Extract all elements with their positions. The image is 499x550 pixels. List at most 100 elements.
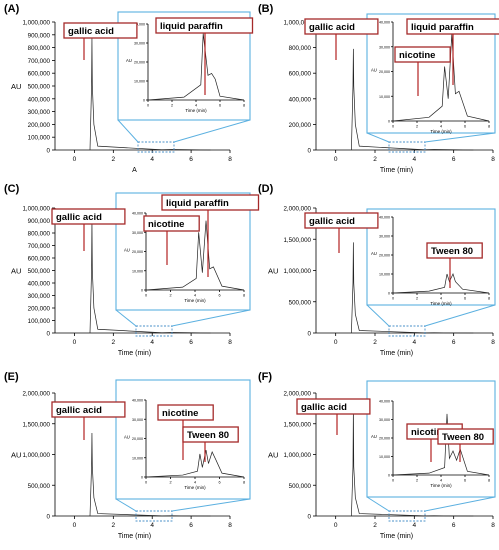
- panel-d-zoom-region: [388, 325, 426, 337]
- panel-b-y-tick-label: 400,000: [289, 96, 312, 103]
- panel-f-inset-y-axis-label: AU: [371, 434, 377, 439]
- panel-b-x-axis-label: Time (min): [380, 167, 413, 174]
- panel-c: (C) 0 100,000 200,000 300,000 400,000 500,000 6…: [4, 183, 251, 357]
- panel-e-inset-x-tick-label: 4: [194, 481, 196, 485]
- panel-e-trace: [89, 432, 211, 517]
- panel-d-x-tick-label: 4: [413, 339, 417, 346]
- panel-a-y-tick-label: 600,000: [28, 71, 51, 78]
- panel-e-x-tick-label: 8: [228, 522, 232, 529]
- panel-f-y-tick-label: 500,000: [289, 483, 312, 490]
- panel-c-inset-peak-label-liquid-paraffin: liquid paraffin: [166, 198, 229, 209]
- panel-c-inset-x-axis-label: Time (min): [184, 298, 206, 303]
- panel-d-y-tick-label: 500,000: [289, 299, 312, 306]
- panel-a-y-axis-label: AU: [11, 82, 21, 91]
- panel-c-inset-trace: [145, 220, 245, 291]
- panel-e-inset-y-tick-label: 0: [141, 476, 143, 480]
- panel-c-label: (C): [4, 183, 20, 195]
- panel-e-y-tick-label: 0: [47, 514, 51, 521]
- panel-a-zoom-region: [137, 141, 175, 153]
- panel-e-y-tick-label: 1,500,000: [22, 421, 50, 428]
- panel-b-x-tick-label: 6: [452, 156, 456, 163]
- panel-e-y-tick-label: 1,000,000: [22, 452, 50, 459]
- panel-e-zoom-connector: [171, 498, 251, 512]
- panel-c-y-tick-label: 200,000: [28, 306, 51, 313]
- panel-d-y-tick-label: 0: [308, 331, 312, 338]
- panel-c-x-tick-label: 4: [150, 339, 154, 346]
- panel-d-y-tick-label: 1,000,000: [283, 268, 311, 275]
- panel-c-inset-x-tick-label: 2: [169, 294, 171, 298]
- panel-d-y-tick-label: 1,500,000: [283, 237, 311, 244]
- panel-b-inset-peak-label-liquid-paraffin-box: [406, 18, 499, 35]
- panel-c-x-tick-label: 0: [73, 339, 77, 346]
- panel-b-trace: [351, 48, 474, 151]
- panel-f-inset-x-tick-label: 6: [464, 479, 466, 483]
- panel-e-zoom-connector: [115, 498, 137, 512]
- panel-a-y-tick-label: 500,000: [28, 84, 51, 91]
- panel-e-peak-label-gallic-acid-box: [51, 401, 126, 418]
- panel-c-peak-label-gallic-acid-box: [51, 208, 126, 225]
- panel-f-x-tick-label: 8: [491, 522, 495, 529]
- panel-e-label: (E): [4, 371, 19, 383]
- panel-d-inset-y-tick-label: 40,000: [379, 216, 390, 220]
- panel-f-zoom-connector: [424, 496, 496, 512]
- panel-b-inset-trace: [392, 34, 490, 122]
- panel-c-inset-x-tick-label: 4: [194, 294, 196, 298]
- panel-d-inset-x-tick-label: 6: [464, 297, 466, 301]
- panel-a-inset-x-tick-label: 6: [219, 104, 221, 108]
- panel-c-zoom-region: [135, 325, 173, 337]
- panel-a-inset-x-axis-label: Time (min): [185, 108, 207, 113]
- panel-e-x-tick-label: 6: [189, 522, 193, 529]
- panel-f-inset-peak-label-tween-80-box: [437, 428, 494, 445]
- panel-f-inset-y-tick-label: 0: [388, 474, 390, 478]
- panel-d-zoom-connector: [424, 304, 496, 327]
- panel-c-y-tick-label: 100,000: [28, 318, 51, 325]
- panel-e-inset-trace: [145, 449, 245, 478]
- panel-b-inset-x-axis-label: Time (min): [430, 129, 452, 134]
- panel-d-x-tick-label: 0: [334, 339, 338, 346]
- panel-f-inset-x-tick-label: 4: [440, 479, 442, 483]
- panel-b-zoom-region: [388, 141, 426, 153]
- panel-e-inset-x-axis-label: Time (min): [184, 485, 206, 490]
- panel-b-inset-peak-label-nicotine-box: [394, 46, 451, 63]
- panel-c-y-tick-label: 600,000: [28, 256, 51, 263]
- panel-a-peak-label-gallic-acid-box: [63, 22, 138, 39]
- panel-c-y-tick-label: 500,000: [28, 268, 51, 275]
- panel-a-peak-label-gallic-acid: gallic acid: [68, 26, 114, 37]
- panel-e-inset-x-tick-label: 0: [145, 481, 147, 485]
- panel-d-inset-x-tick-label: 2: [416, 297, 418, 301]
- panel-a-x-tick-label: 2: [112, 156, 116, 163]
- panel-b-inset-x-tick-label: 8: [488, 125, 490, 129]
- panel-f-zoom-region: [388, 510, 426, 522]
- panel-b-inset-peak-label-nicotine: nicotine: [399, 50, 435, 61]
- panel-b-inset-y-tick-label: 30,000: [379, 45, 390, 49]
- panel-c-inset-x-tick-label: 0: [145, 294, 147, 298]
- panel-f-y-axis-label: AU: [268, 451, 278, 460]
- panel-a-inset-y-axis-label: AU: [126, 58, 132, 63]
- panel-a-y-tick-label: 0: [47, 148, 51, 155]
- panel-a-inset-trace: [147, 33, 245, 101]
- panel-b-inset-x-tick-label: 2: [416, 125, 418, 129]
- panel-c-y-tick-label: 800,000: [28, 231, 51, 238]
- panel-c-x-tick-label: 2: [112, 339, 116, 346]
- panel-c-x-axis-label: Time (min): [118, 350, 151, 357]
- panel-a-zoom-connector: [173, 119, 251, 143]
- panel-d-x-tick-label: 2: [373, 339, 377, 346]
- panel-a-inset-y-tick-label: 0: [143, 99, 145, 103]
- panel-f-y-tick-label: 1,000,000: [283, 452, 311, 459]
- panel-c-x-tick-label: 6: [189, 339, 193, 346]
- panel-c-y-axis-label: AU: [11, 267, 21, 276]
- panel-c-y-tick-label: 300,000: [28, 293, 51, 300]
- panel-d: (D) 0 500,000 1,000,000 1,500,000 2,000,000 0 2…: [258, 183, 496, 357]
- panel-e-peak-label-gallic-acid: gallic acid: [56, 405, 102, 416]
- panel-d-inset-y-tick-label: 20,000: [379, 254, 390, 258]
- panel-f-y-tick-label: 2,000,000: [283, 391, 311, 398]
- panel-c-inset-y-tick-label: 20,000: [132, 250, 143, 254]
- panel-b-y-tick-label: 800,000: [289, 45, 312, 52]
- panel-f-inset-y-tick-label: 30,000: [379, 418, 390, 422]
- panel-c-y-tick-label: 400,000: [28, 281, 51, 288]
- panel-a-peak-label-liquid-paraffin: liquid paraffin: [160, 21, 223, 32]
- panel-b-inset-x-tick-label: 4: [440, 125, 442, 129]
- panel-b-inset-y-tick-label: 20,000: [379, 70, 390, 74]
- panel-b-x-tick-label: 2: [373, 156, 377, 163]
